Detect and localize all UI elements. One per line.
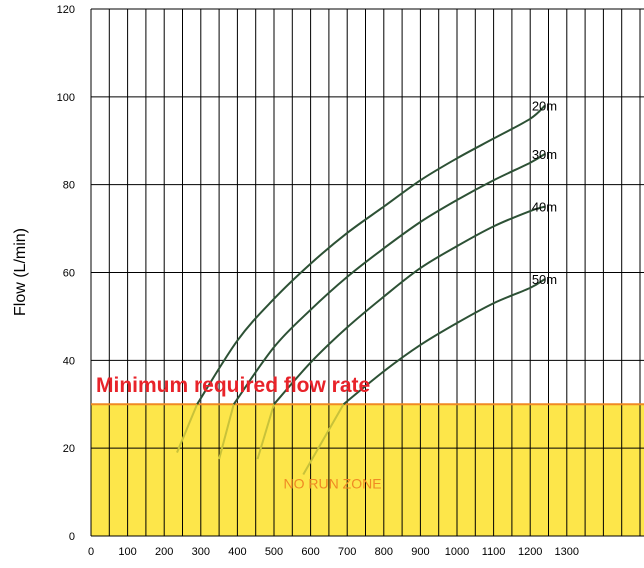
series-line-20m: [196, 104, 546, 405]
y-tick-label: 100: [57, 92, 75, 104]
x-tick-label: 1300: [555, 546, 579, 558]
y-tick-label: 40: [63, 355, 75, 367]
x-tick-label: 500: [265, 546, 283, 558]
pump-curves: 20m 30m 40m 50m: [196, 99, 557, 406]
curve-tail-40m: [256, 403, 275, 460]
y-axis-ticks: 0 20 40 60 80 100 120: [57, 4, 75, 543]
curve-tail-20m: [176, 403, 199, 453]
x-tick-label: 1200: [518, 546, 542, 558]
x-tick-label: 400: [228, 546, 246, 558]
x-tick-label: 1100: [482, 546, 506, 558]
x-tick-label: 100: [118, 546, 136, 558]
curve-tail-30m: [218, 403, 235, 460]
series-label-20m: 20m: [532, 99, 557, 114]
series-line-30m: [232, 153, 546, 405]
x-tick-label: 0: [88, 546, 94, 558]
series-line-50m: [342, 278, 546, 406]
no-run-zone: [91, 404, 644, 536]
x-tick-label: 700: [338, 546, 356, 558]
x-tick-label: 600: [301, 546, 319, 558]
x-tick-label: 800: [375, 546, 393, 558]
grid-lines: [90, 8, 644, 537]
series-label-50m: 50m: [532, 272, 557, 287]
curve-tail-50m: [302, 403, 345, 476]
no-run-zone-label: NO RUN ZONE: [284, 475, 382, 491]
y-axis-label: Flow (L/min): [12, 228, 29, 316]
series-label-40m: 40m: [532, 200, 557, 215]
y-tick-label: 20: [63, 443, 75, 455]
series-line-40m: [273, 205, 546, 405]
x-tick-label: 300: [192, 546, 210, 558]
y-tick-label: 80: [63, 180, 75, 192]
x-axis-ticks: 0 100 200 300 400 500 600 700 800 900 1000 1100 1200…: [88, 546, 579, 558]
y-tick-label: 0: [69, 531, 75, 543]
x-tick-label: 200: [155, 546, 173, 558]
minimum-flow-label: Minimum required flow rate: [96, 374, 370, 397]
y-tick-label: 120: [57, 4, 75, 16]
x-tick-label: 900: [411, 546, 429, 558]
series-label-30m: 30m: [532, 147, 557, 162]
y-tick-label: 60: [63, 268, 75, 280]
below-threshold-curves: [176, 403, 345, 476]
x-tick-label: 1000: [445, 546, 469, 558]
